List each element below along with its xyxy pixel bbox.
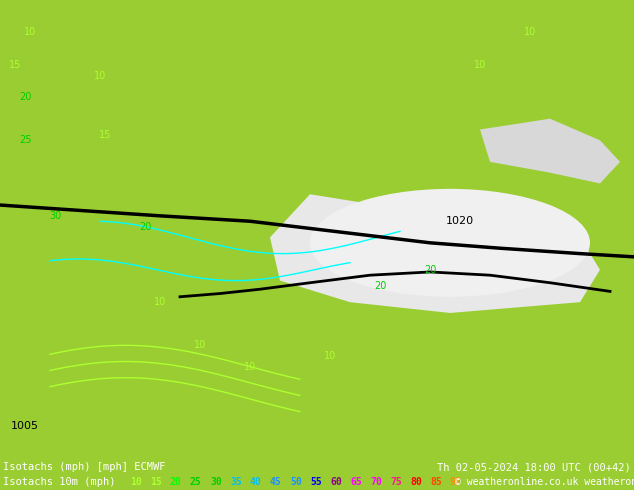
Text: 25: 25 [19, 135, 31, 146]
Text: 85: 85 [430, 477, 442, 487]
Text: 20: 20 [424, 265, 436, 275]
Text: 10: 10 [244, 362, 256, 372]
Text: 30: 30 [49, 211, 61, 221]
Text: 90: 90 [450, 477, 462, 487]
Text: 10: 10 [24, 27, 36, 37]
Text: 10: 10 [154, 297, 166, 307]
Text: 10: 10 [524, 27, 536, 37]
Text: 15: 15 [99, 130, 111, 140]
Text: 80: 80 [410, 477, 422, 487]
Text: 55: 55 [310, 477, 321, 487]
Text: Isotachs (mph) [mph] ECMWF: Isotachs (mph) [mph] ECMWF [3, 462, 165, 472]
Ellipse shape [310, 189, 590, 297]
Text: 35: 35 [230, 477, 242, 487]
Text: 10: 10 [474, 60, 486, 70]
Text: © weatheronline.co.uk weatheronline.co.uk: © weatheronline.co.uk weatheronline.co.u… [455, 477, 634, 487]
Text: 10: 10 [130, 477, 142, 487]
Text: 50: 50 [290, 477, 302, 487]
Polygon shape [270, 194, 600, 313]
Text: 20: 20 [170, 477, 182, 487]
Text: 1005: 1005 [11, 421, 39, 431]
Text: 10: 10 [94, 71, 106, 80]
Text: 70: 70 [370, 477, 382, 487]
Text: 60: 60 [330, 477, 342, 487]
Text: 10: 10 [324, 351, 336, 361]
Text: 10: 10 [194, 341, 206, 350]
Text: 20: 20 [374, 281, 386, 291]
Text: 40: 40 [250, 477, 262, 487]
Text: Th 02-05-2024 18:00 UTC (00+42): Th 02-05-2024 18:00 UTC (00+42) [437, 462, 631, 472]
Text: 30: 30 [210, 477, 222, 487]
Text: 25: 25 [190, 477, 202, 487]
Text: 65: 65 [350, 477, 362, 487]
Text: 45: 45 [270, 477, 281, 487]
Text: Isotachs 10m (mph): Isotachs 10m (mph) [3, 477, 115, 487]
Text: 1020: 1020 [446, 216, 474, 226]
Text: 75: 75 [390, 477, 402, 487]
Polygon shape [480, 119, 620, 183]
Text: 15: 15 [150, 477, 162, 487]
Text: 20: 20 [139, 221, 151, 232]
Text: 20: 20 [19, 92, 31, 102]
Text: 15: 15 [9, 60, 21, 70]
